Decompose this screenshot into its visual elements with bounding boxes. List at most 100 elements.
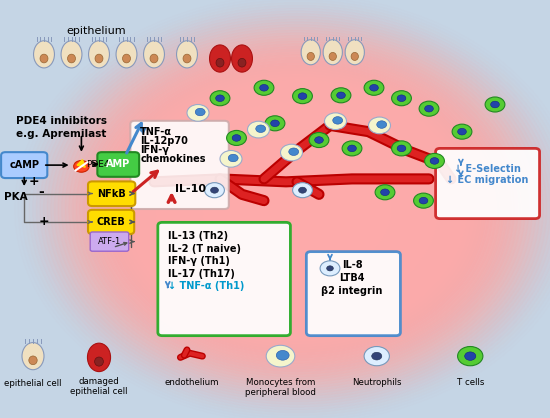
Text: epithelial cell: epithelial cell	[4, 379, 62, 388]
Circle shape	[337, 92, 345, 99]
Circle shape	[216, 95, 224, 102]
FancyBboxPatch shape	[158, 222, 290, 336]
Circle shape	[348, 145, 356, 152]
Text: IFN-γ: IFN-γ	[140, 145, 169, 155]
Circle shape	[309, 133, 329, 148]
Ellipse shape	[177, 41, 197, 68]
Ellipse shape	[40, 54, 48, 63]
Text: AMP: AMP	[106, 159, 130, 169]
Circle shape	[364, 80, 384, 95]
Circle shape	[293, 183, 312, 198]
Circle shape	[331, 88, 351, 103]
Text: IL-10: IL-10	[175, 184, 206, 194]
Circle shape	[265, 116, 285, 131]
Text: TNF-α: TNF-α	[140, 127, 172, 137]
Circle shape	[458, 347, 483, 366]
Circle shape	[299, 187, 306, 193]
Circle shape	[397, 145, 406, 152]
Circle shape	[327, 266, 333, 271]
Circle shape	[220, 150, 242, 167]
Text: IL-17 (Th17): IL-17 (Th17)	[168, 269, 235, 279]
FancyBboxPatch shape	[88, 181, 135, 206]
FancyBboxPatch shape	[1, 152, 47, 178]
Text: -: -	[39, 185, 44, 199]
FancyBboxPatch shape	[88, 210, 134, 234]
Ellipse shape	[95, 54, 103, 63]
Ellipse shape	[89, 41, 109, 68]
Ellipse shape	[210, 45, 230, 72]
Ellipse shape	[345, 40, 364, 65]
Circle shape	[342, 141, 362, 156]
FancyBboxPatch shape	[97, 152, 139, 177]
Circle shape	[266, 345, 295, 367]
Text: ATF-1: ATF-1	[98, 237, 121, 246]
Polygon shape	[77, 160, 85, 167]
Circle shape	[289, 148, 299, 155]
Circle shape	[333, 117, 343, 124]
Circle shape	[392, 141, 411, 156]
Circle shape	[419, 101, 439, 116]
Circle shape	[392, 91, 411, 106]
Ellipse shape	[301, 40, 320, 65]
Circle shape	[254, 80, 274, 95]
Circle shape	[271, 120, 279, 127]
Text: +: +	[29, 175, 39, 189]
Circle shape	[397, 95, 406, 102]
Ellipse shape	[87, 343, 111, 372]
Text: IFN-γ (Th1): IFN-γ (Th1)	[168, 256, 230, 266]
Text: NFkB: NFkB	[97, 189, 126, 199]
Text: IL-12p70: IL-12p70	[140, 136, 188, 146]
Circle shape	[293, 89, 312, 104]
Circle shape	[414, 193, 433, 208]
Ellipse shape	[68, 54, 75, 63]
Ellipse shape	[29, 356, 37, 364]
Circle shape	[276, 350, 289, 360]
Circle shape	[320, 261, 340, 276]
Circle shape	[315, 137, 323, 143]
Ellipse shape	[238, 59, 246, 67]
Circle shape	[370, 84, 378, 91]
Ellipse shape	[351, 52, 359, 61]
Text: Neutrophils: Neutrophils	[352, 378, 402, 387]
Circle shape	[381, 189, 389, 196]
Circle shape	[210, 91, 230, 106]
Text: PKA: PKA	[4, 192, 28, 202]
Circle shape	[458, 128, 466, 135]
FancyBboxPatch shape	[306, 252, 400, 336]
Text: IL-2 (T naive): IL-2 (T naive)	[168, 244, 241, 254]
Ellipse shape	[216, 59, 224, 67]
Text: cAMP: cAMP	[9, 160, 39, 170]
FancyBboxPatch shape	[436, 148, 540, 219]
FancyBboxPatch shape	[90, 232, 129, 251]
Ellipse shape	[61, 41, 82, 68]
Text: +: +	[39, 215, 49, 228]
Text: chemokines: chemokines	[140, 154, 206, 164]
Circle shape	[364, 347, 389, 366]
Circle shape	[430, 158, 439, 164]
Circle shape	[248, 121, 270, 138]
Circle shape	[74, 161, 89, 172]
Ellipse shape	[323, 40, 342, 65]
Circle shape	[324, 113, 346, 130]
Text: ↓ E-Selectin: ↓ E-Selectin	[454, 164, 521, 174]
Text: ↓ EC migration: ↓ EC migration	[446, 175, 529, 185]
FancyBboxPatch shape	[130, 121, 229, 209]
Circle shape	[228, 154, 238, 162]
Circle shape	[465, 352, 476, 360]
Text: T cells: T cells	[456, 378, 484, 387]
Circle shape	[419, 197, 428, 204]
Text: epithelium: epithelium	[67, 26, 126, 36]
Ellipse shape	[22, 343, 44, 370]
Circle shape	[232, 135, 241, 141]
Ellipse shape	[123, 54, 130, 63]
Circle shape	[485, 97, 505, 112]
Text: β2 integrin: β2 integrin	[321, 285, 383, 296]
Text: IL-8: IL-8	[342, 260, 362, 270]
Ellipse shape	[144, 41, 164, 68]
Ellipse shape	[116, 41, 137, 68]
Circle shape	[425, 153, 444, 168]
Ellipse shape	[329, 52, 337, 61]
Text: PDE4: PDE4	[86, 160, 109, 169]
Circle shape	[368, 117, 390, 134]
Ellipse shape	[95, 357, 103, 366]
